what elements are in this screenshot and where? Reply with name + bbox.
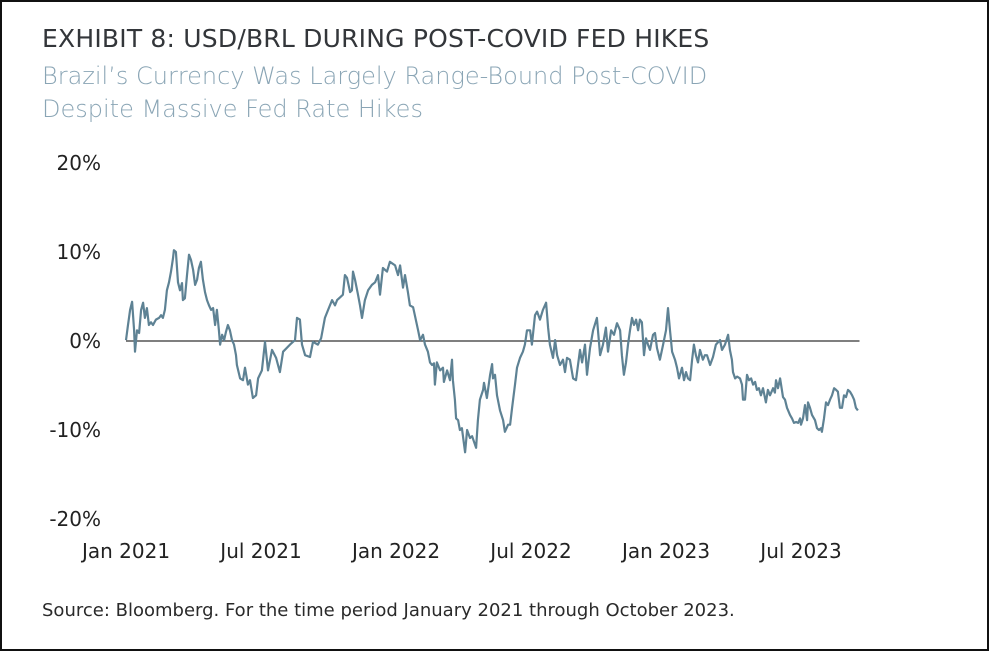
y-tick-label: 10% [57, 240, 101, 264]
y-tick-label: 0% [69, 329, 101, 353]
chart-subtitle: Brazil’s Currency Was Largely Range-Boun… [42, 60, 707, 126]
x-tick-label: Jan 2022 [350, 539, 440, 563]
y-tick-label: -20% [49, 507, 101, 531]
y-axis-tick-labels: 20% 10% 0% -10% -20% [49, 151, 101, 531]
usd-brl-series-line [124, 249, 859, 454]
chart-subtitle-line-2: Despite Massive Fed Rate Hikes [42, 95, 423, 123]
x-tick-label: Jan 2021 [80, 539, 170, 563]
x-tick-label: Jul 2022 [488, 539, 571, 563]
x-tick-label: Jul 2023 [758, 539, 841, 563]
chart-subtitle-line-1: Brazil’s Currency Was Largely Range-Boun… [42, 62, 708, 90]
source-note: Source: Bloomberg. For the time period J… [42, 600, 735, 621]
chart-title: EXHIBIT 8: USD/BRL DURING POST-COVID FED… [42, 24, 710, 53]
x-tick-label: Jul 2021 [218, 539, 301, 563]
y-tick-label: -10% [49, 418, 101, 442]
x-axis-tick-labels: Jan 2021 Jul 2021 Jan 2022 Jul 2022 Jan 2023… [80, 539, 842, 563]
x-tick-label: Jan 2023 [620, 539, 710, 563]
y-tick-label: 20% [57, 151, 101, 175]
